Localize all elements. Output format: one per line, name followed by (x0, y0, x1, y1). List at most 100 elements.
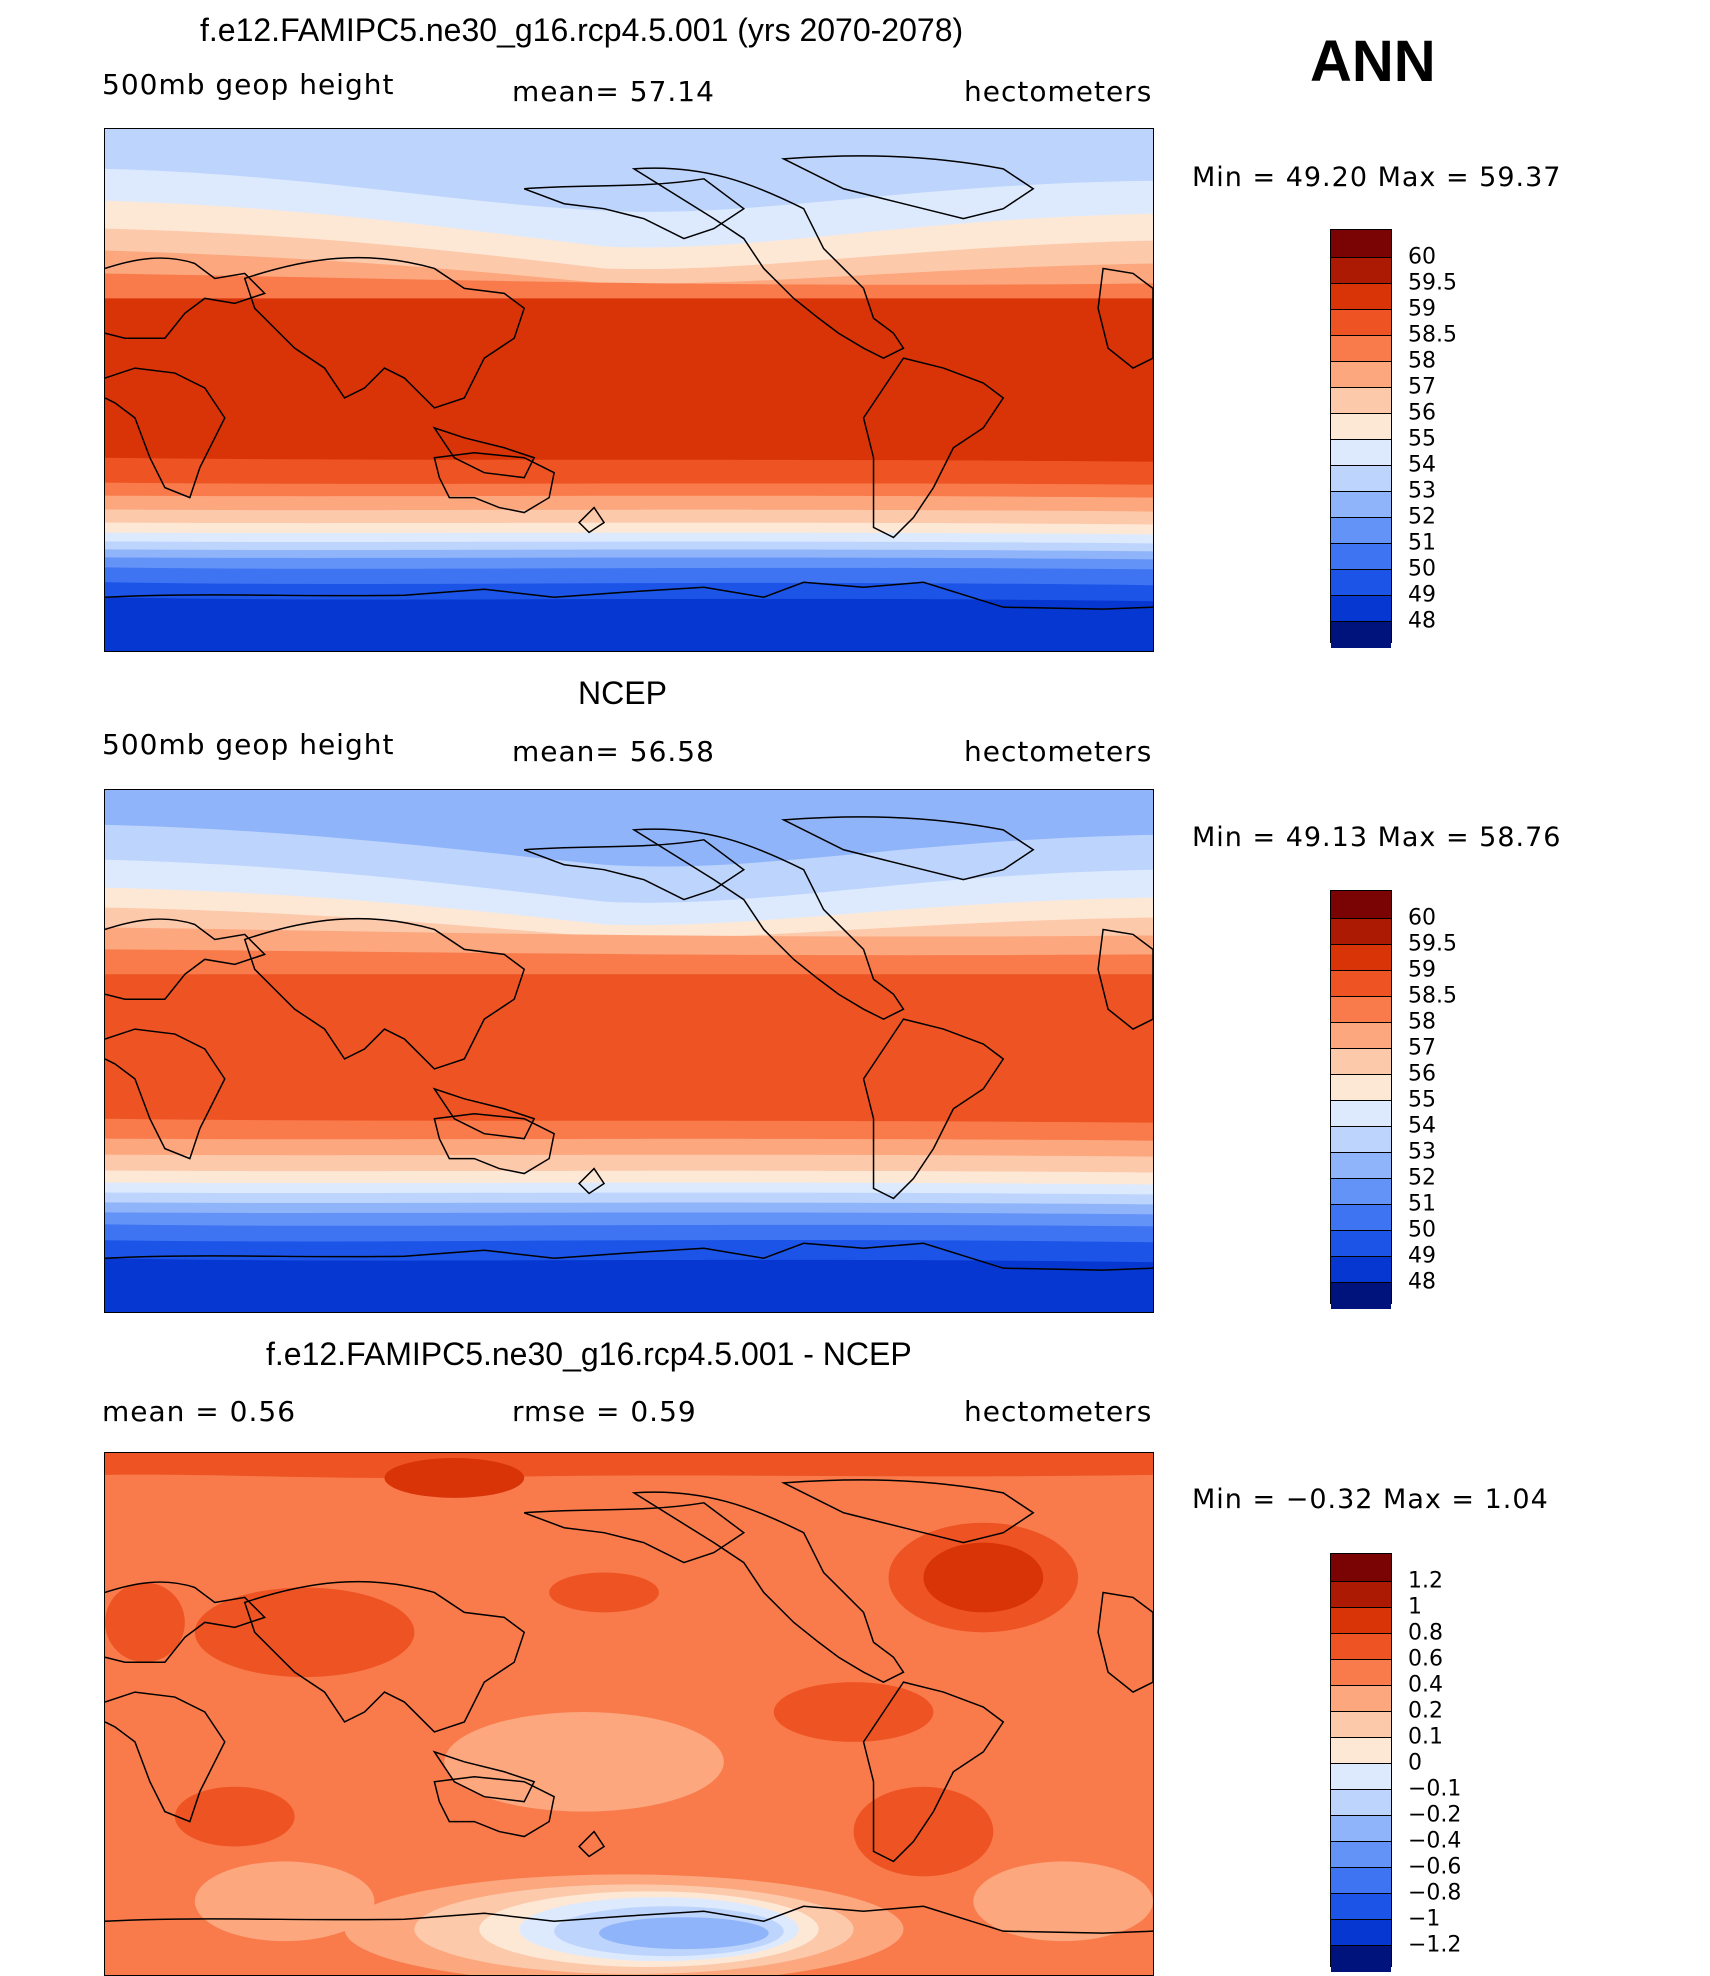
swatch (1331, 310, 1391, 336)
colorbar-label: 58.5 (1408, 983, 1457, 1009)
swatch (1331, 518, 1391, 544)
colorbar-label: −1 (1408, 1906, 1441, 1932)
swatch (1331, 414, 1391, 440)
colorbar-label: 1.2 (1408, 1568, 1443, 1594)
colorbar-label: 0.1 (1408, 1724, 1443, 1750)
panel3-field (105, 1453, 1153, 1975)
colorbar-label: 49 (1408, 582, 1436, 608)
swatch (1331, 1127, 1391, 1153)
panel3-minmax: Min = −0.32 Max = 1.04 (1192, 1484, 1549, 1515)
swatch (1331, 1894, 1391, 1920)
colorbar-label: 58.5 (1408, 322, 1457, 348)
panel2-field (105, 790, 1153, 1312)
panel1-units-label: hectometers (964, 75, 1153, 108)
colorbar-label: −0.8 (1408, 1880, 1462, 1906)
colorbar-label: −0.6 (1408, 1854, 1462, 1880)
colorbar-label: 50 (1408, 1217, 1436, 1243)
swatch (1331, 284, 1391, 310)
swatch (1331, 230, 1391, 258)
colorbar-label: 58 (1408, 348, 1436, 374)
colorbar-label: 60 (1408, 905, 1436, 931)
panel2-minmax: Min = 49.13 Max = 58.76 (1192, 822, 1562, 853)
swatch (1331, 1554, 1391, 1582)
panel2-title: NCEP (578, 675, 667, 711)
swatch (1331, 1049, 1391, 1075)
swatch (1331, 1023, 1391, 1049)
colorbar-label: 59.5 (1408, 270, 1457, 296)
colorbar-label: 50 (1408, 556, 1436, 582)
swatch (1331, 891, 1391, 919)
season-label: ANN (1310, 29, 1436, 94)
swatch (1331, 1283, 1391, 1309)
colorbar-label: 55 (1408, 1087, 1436, 1113)
colorbar-label: −1.2 (1408, 1932, 1462, 1958)
panel1-variable-label: 500mb geop height (102, 68, 395, 101)
colorbar-label: 52 (1408, 504, 1436, 530)
swatch (1331, 1660, 1391, 1686)
swatch (1331, 362, 1391, 388)
panel2-units-label: hectometers (964, 735, 1153, 768)
panel1-colorbar (1330, 229, 1392, 648)
panel2-coastlines (105, 816, 1153, 1271)
colorbar-label: 51 (1408, 1191, 1436, 1217)
panel1-field (105, 129, 1153, 651)
swatch (1331, 544, 1391, 570)
colorbar-label: 60 (1408, 244, 1436, 270)
swatch (1331, 997, 1391, 1023)
colorbar-label: 0 (1408, 1750, 1422, 1776)
swatch (1331, 1634, 1391, 1660)
swatch (1331, 1101, 1391, 1127)
swatch (1331, 1608, 1391, 1634)
panel1-coastlines (105, 155, 1153, 610)
colorbar-label: 53 (1408, 478, 1436, 504)
swatch (1331, 1842, 1391, 1868)
colorbar-label: 57 (1408, 374, 1436, 400)
panel3-colorbar (1330, 1553, 1392, 1972)
colorbar-label: 48 (1408, 1269, 1436, 1295)
colorbar-label: 0.2 (1408, 1698, 1443, 1724)
colorbar-label: 53 (1408, 1139, 1436, 1165)
colorbar-label: 54 (1408, 452, 1436, 478)
panel2-colorbar (1330, 890, 1392, 1309)
panel3-units-label: hectometers (964, 1395, 1153, 1428)
colorbar-label: 54 (1408, 1113, 1436, 1139)
swatch (1331, 336, 1391, 362)
panel1-map (104, 128, 1154, 652)
panel3-map (104, 1452, 1154, 1976)
swatch (1331, 919, 1391, 945)
panel1-minmax: Min = 49.20 Max = 59.37 (1192, 162, 1562, 193)
panel2-variable-label: 500mb geop height (102, 728, 395, 761)
swatch (1331, 1946, 1391, 1972)
colorbar-label: 48 (1408, 608, 1436, 634)
swatch (1331, 1257, 1391, 1283)
colorbar-label: 57 (1408, 1035, 1436, 1061)
swatch (1331, 1764, 1391, 1790)
panel1-title: f.e12.FAMIPC5.ne30_g16.rcp4.5.001 (yrs 2… (200, 12, 964, 48)
colorbar-label: 55 (1408, 426, 1436, 452)
colorbar-label: 0.4 (1408, 1672, 1443, 1698)
panel2-map (104, 789, 1154, 1313)
swatch (1331, 945, 1391, 971)
swatch (1331, 440, 1391, 466)
swatch (1331, 1075, 1391, 1101)
panel3-rmse-label: rmse = 0.59 (512, 1395, 697, 1428)
swatch (1331, 596, 1391, 622)
swatch (1331, 492, 1391, 518)
colorbar-label: 56 (1408, 400, 1436, 426)
panel2-mean-label: mean= 56.58 (512, 735, 715, 768)
colorbar-label: 51 (1408, 530, 1436, 556)
colorbar-label: −0.4 (1408, 1828, 1462, 1854)
panel3-coastlines (105, 1479, 1153, 1934)
swatch (1331, 1816, 1391, 1842)
swatch (1331, 1712, 1391, 1738)
swatch (1331, 1582, 1391, 1608)
colorbar-label: −0.2 (1408, 1802, 1462, 1828)
swatch (1331, 971, 1391, 997)
swatch (1331, 622, 1391, 648)
swatch (1331, 1153, 1391, 1179)
swatch (1331, 1920, 1391, 1946)
colorbar-label: 59 (1408, 296, 1436, 322)
swatch (1331, 466, 1391, 492)
colorbar-label: 0.6 (1408, 1646, 1443, 1672)
colorbar-label: 0.8 (1408, 1620, 1443, 1646)
